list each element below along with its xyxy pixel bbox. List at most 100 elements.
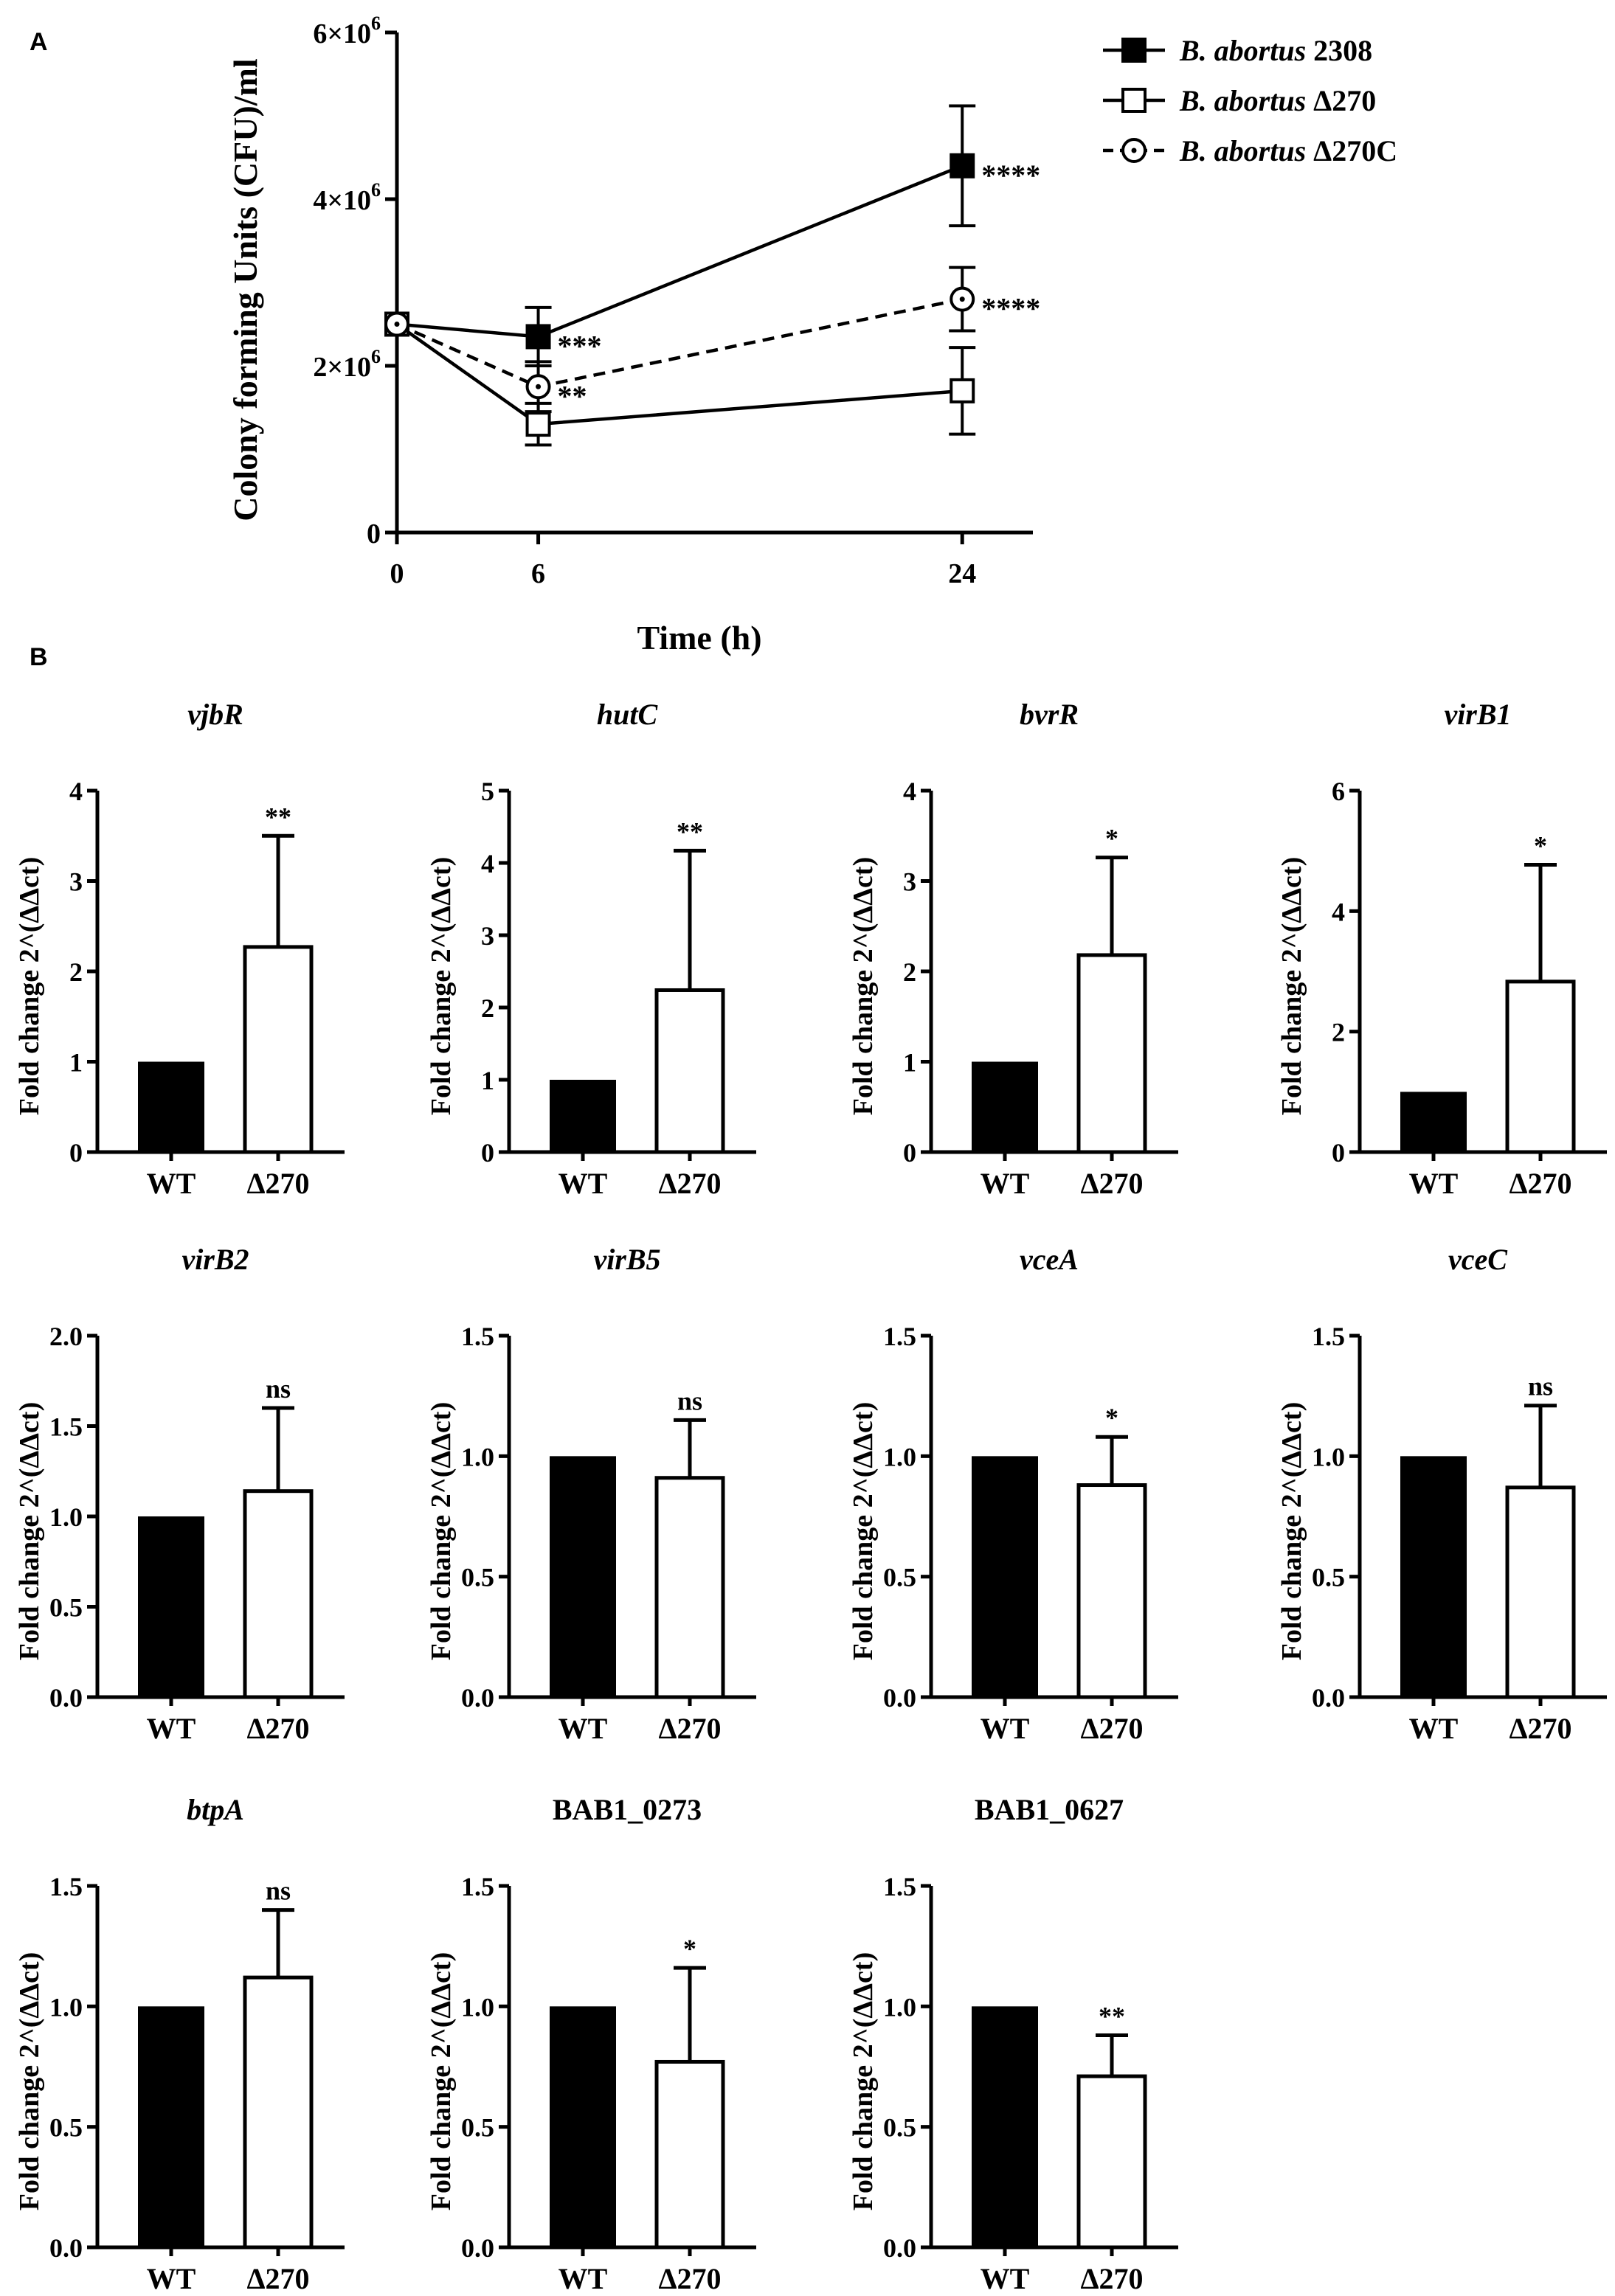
y-tick-label: 0.5 <box>49 2113 83 2143</box>
x-tick-label: WT <box>147 2262 196 2295</box>
y-tick-label: 1.5 <box>461 1322 494 1351</box>
bar-chart-vcec: 0.0 0.5 1.0 1.5 WT ns Δ270 vceC Fold change 2^(Δ… <box>1276 1243 1607 1745</box>
y-axis-title: Fold change 2^(ΔΔct) <box>848 857 879 1115</box>
panel-label-a: A <box>30 28 48 56</box>
y-tick-label: 1.0 <box>461 1442 494 1471</box>
legend-label: B. abortus 2308 <box>1179 34 1372 67</box>
chart-title: hutC <box>597 698 659 731</box>
y-tick-label: 0.5 <box>883 1563 916 1592</box>
y-tick-label: 1.5 <box>461 1872 494 1901</box>
x-tick-label: WT <box>1409 1712 1459 1745</box>
y-tick-label: 1.0 <box>461 1992 494 2022</box>
y-axis-title: Fold change 2^(ΔΔct) <box>14 1402 45 1660</box>
y-tick-label: 1 <box>481 1066 494 1095</box>
y-tick-label: 0 <box>367 518 381 549</box>
bar-chart-bab1_0273: 0.0 0.5 1.0 1.5 WT * Δ270 BAB1_0273 Fold change … <box>426 1793 756 2295</box>
bar-mutant <box>654 2059 725 2250</box>
significance-label: ns <box>266 1876 291 1906</box>
y-tick-label: 1.0 <box>49 1502 83 1532</box>
chart-title: btpA <box>187 1793 244 1826</box>
y-tick-label: 4×106 <box>313 179 381 216</box>
bar-chart-hutc: 0 1 2 3 4 5 WT ** Δ270 hutC Fold change 2^(ΔΔct) <box>426 698 756 1200</box>
data-point-dot <box>394 322 400 327</box>
bar-wt <box>138 2006 204 2247</box>
significance-label: ** <box>677 816 703 846</box>
y-tick-label: 0 <box>1332 1138 1345 1168</box>
y-tick-label: 0.0 <box>461 2233 494 2263</box>
bar-wt <box>550 2006 616 2247</box>
x-tick-label: Δ270 <box>246 2262 309 2295</box>
chart-title: vceC <box>1448 1243 1508 1276</box>
bar-mutant <box>243 1489 314 1699</box>
y-tick-label: 0 <box>903 1138 916 1168</box>
y-tick-label: 4 <box>481 849 494 878</box>
significance-label: ** <box>265 802 291 831</box>
y-tick-label: 2.0 <box>49 1322 83 1351</box>
x-tick-label: Δ270 <box>1509 1712 1571 1745</box>
chart-title: bvrR <box>1020 698 1079 731</box>
y-tick-label: 1.0 <box>883 1442 916 1471</box>
bar-wt <box>972 1061 1038 1152</box>
x-tick-label: WT <box>147 1712 196 1745</box>
series-line-0 <box>396 164 964 339</box>
legend-marker <box>1121 88 1147 113</box>
y-axis-title: Fold change 2^(ΔΔct) <box>1276 1402 1307 1660</box>
x-tick-label: Δ270 <box>1509 1167 1571 1200</box>
significance-label: ns <box>266 1374 291 1404</box>
significance-label: ** <box>1099 2002 1125 2031</box>
bar-chart-bvrr: 0 1 2 3 4 WT * Δ270 bvrR Fold change 2^(ΔΔct) <box>848 698 1178 1200</box>
bar-mutant <box>1076 2074 1147 2250</box>
y-tick-label: 0 <box>481 1138 494 1168</box>
y-tick-label: 3 <box>481 921 494 951</box>
y-tick-label: 0.0 <box>883 1683 916 1713</box>
x-tick-label: Δ270 <box>246 1712 309 1745</box>
bar-chart-virb5: 0.0 0.5 1.0 1.5 WT ns Δ270 virB5 Fold change 2^(… <box>426 1243 756 1745</box>
significance-label: *** <box>558 329 602 362</box>
y-tick-label: 0.5 <box>1312 1563 1345 1592</box>
bar-mutant <box>243 945 314 1154</box>
y-axis-title: Fold change 2^(ΔΔct) <box>426 857 457 1115</box>
y-tick-label: 1.0 <box>1312 1442 1345 1471</box>
y-tick-label: 1.0 <box>883 1992 916 2022</box>
y-tick-label: 4 <box>903 777 916 806</box>
bar-mutant <box>654 1476 725 1699</box>
data-point-dot <box>536 384 542 389</box>
y-tick-label: 1.5 <box>1312 1322 1345 1351</box>
chart-title: vceA <box>1020 1243 1079 1276</box>
bar-chart-virb2: 0.0 0.5 1.0 1.5 2.0 WT ns Δ270 virB2 Fold change … <box>14 1243 345 1745</box>
y-tick-label: 0 <box>69 1138 83 1168</box>
data-point <box>950 153 975 178</box>
y-axis-title: Fold change 2^(ΔΔct) <box>426 1402 457 1660</box>
y-axis-title: Fold change 2^(ΔΔct) <box>14 1952 45 2210</box>
x-tick-label: Δ270 <box>658 2262 721 2295</box>
x-tick-label: 24 <box>948 558 976 589</box>
y-tick-label: 1.5 <box>883 1872 916 1901</box>
significance-label: ns <box>677 1386 702 1415</box>
x-tick-label: Δ270 <box>1080 2262 1143 2295</box>
y-tick-label: 0.5 <box>49 1593 83 1623</box>
y-axis-title: Fold change 2^(ΔΔct) <box>848 1952 879 2210</box>
series-line-2 <box>396 297 963 389</box>
bar-mutant <box>1076 953 1147 1154</box>
bar-chart-bab1_0627: 0.0 0.5 1.0 1.5 WT ** Δ270 BAB1_0627 Fold change… <box>848 1793 1178 2295</box>
significance-label: **** <box>981 159 1040 192</box>
x-tick-label: 6 <box>531 558 545 589</box>
legend-label: B. abortus Δ270C <box>1179 134 1397 167</box>
bar-chart-virb1: 0 2 4 6 WT * Δ270 virB1 Fold change 2^(ΔΔct) <box>1276 698 1607 1200</box>
y-axis-title: Fold change 2^(ΔΔct) <box>14 857 45 1115</box>
y-axis-title: Fold change 2^(ΔΔct) <box>848 1402 879 1660</box>
data-point <box>525 324 551 350</box>
bar-chart-btpa: 0.0 0.5 1.0 1.5 WT ns Δ270 btpA Fold change 2^(Δ… <box>14 1793 345 2295</box>
data-point <box>950 378 975 403</box>
x-tick-label: WT <box>558 1167 608 1200</box>
y-axis-title: Colony forming Units (CFU)/ml <box>226 58 264 521</box>
chart-title: BAB1_0627 <box>975 1793 1124 1826</box>
y-tick-label: 2×106 <box>313 346 381 383</box>
data-point-dot <box>959 296 965 302</box>
y-tick-label: 5 <box>481 777 494 806</box>
y-tick-label: 3 <box>903 867 916 897</box>
y-tick-label: 0.0 <box>461 1683 494 1713</box>
chart-title: vjbR <box>187 698 243 731</box>
line-chart-cfu: 0 2×106 4×106 6×106 0 6 24 Time (h) Colony formi… <box>226 13 1397 656</box>
